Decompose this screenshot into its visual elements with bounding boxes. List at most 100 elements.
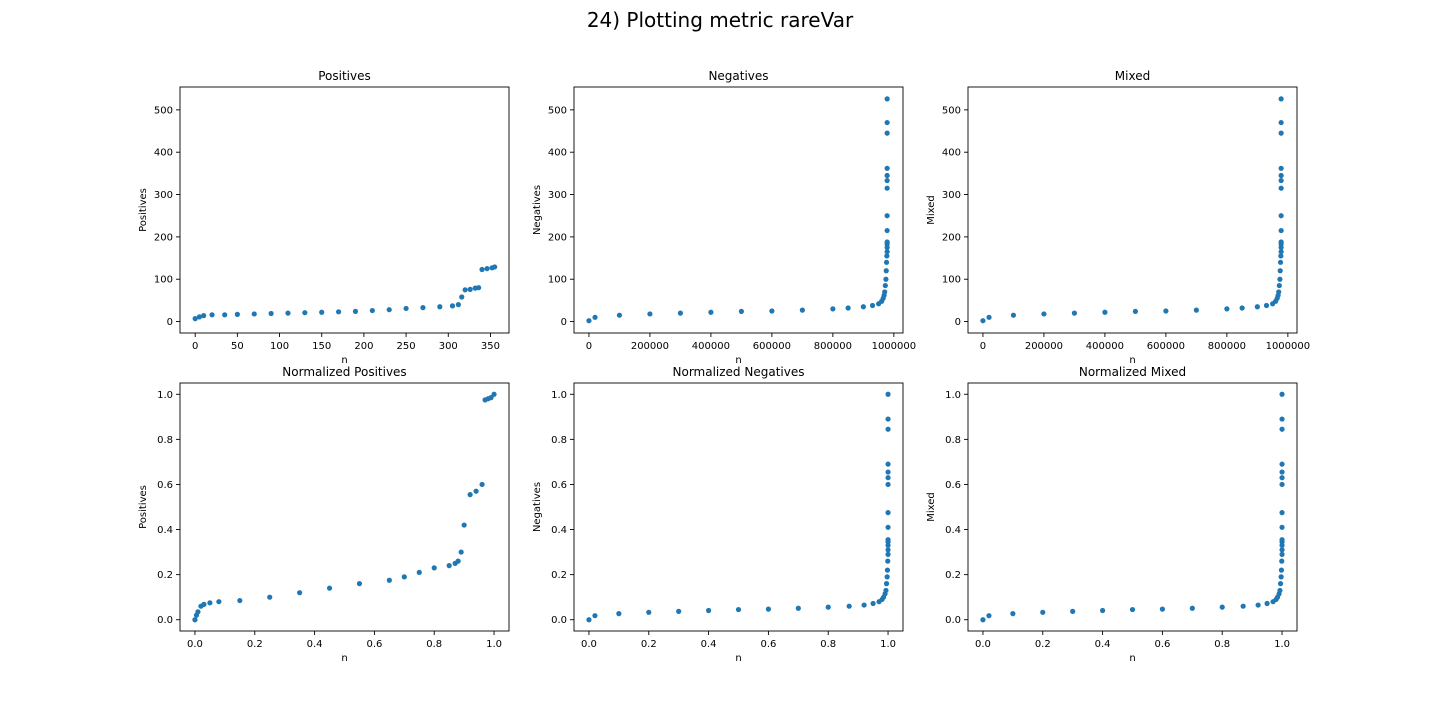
data-point [986, 613, 992, 619]
x-tick-label: 0.0 [581, 639, 597, 650]
data-point [1279, 461, 1285, 467]
subplot-1: 0 50 100 150 200 250 300 350 0 100 200 300 400 500 Pos… [138, 69, 510, 366]
y-axis-label: Negatives [532, 185, 543, 235]
data-point [860, 304, 866, 310]
data-point [1278, 227, 1284, 234]
x-tick-label: 0.0 [975, 639, 991, 650]
data-point [420, 305, 426, 311]
data-point [708, 309, 714, 315]
x-tick-label: 0.8 [1214, 639, 1230, 650]
data-point [1278, 249, 1284, 255]
data-point [491, 391, 497, 397]
data-point [237, 597, 243, 604]
data-point [476, 285, 482, 291]
data-point [646, 609, 652, 615]
data-point [885, 475, 891, 481]
data-point [677, 310, 684, 316]
y-tick-label: 0.2 [551, 570, 567, 581]
x-tick-label: 0.2 [1035, 639, 1051, 650]
data-point [192, 617, 198, 623]
data-point [1278, 567, 1285, 573]
data-point [846, 603, 852, 609]
data-point [647, 311, 653, 317]
data-point [1070, 608, 1076, 614]
data-point [192, 316, 198, 322]
data-point [234, 311, 240, 317]
x-tick-label: 600000 [1147, 341, 1185, 352]
y-tick-label: 100 [154, 275, 173, 286]
data-point [884, 213, 890, 219]
data-point [884, 567, 891, 573]
data-point [201, 601, 207, 608]
data-point [285, 310, 291, 316]
y-tick-label: 400 [942, 148, 961, 159]
data-point [207, 600, 213, 606]
y-tick-label: 200 [548, 232, 567, 243]
x-tick-label: 0.8 [426, 639, 442, 650]
y-tick-label: 500 [942, 105, 961, 116]
data-point [885, 461, 891, 467]
y-tick-label: 0.8 [157, 435, 173, 446]
data-point [401, 574, 407, 580]
data-point [885, 391, 891, 397]
x-tick-label: 0 [192, 341, 198, 352]
data-point [1279, 510, 1285, 516]
x-axis-label: n [735, 653, 741, 664]
data-point [1278, 185, 1284, 191]
data-point [446, 563, 452, 569]
data-point [825, 604, 831, 610]
data-point [884, 227, 890, 234]
y-axis-label: Mixed [926, 195, 937, 225]
data-point [449, 303, 456, 309]
scatter-points [192, 264, 498, 322]
x-tick-label: 0.4 [701, 639, 717, 650]
data-point [1276, 282, 1282, 289]
data-point [267, 594, 273, 600]
y-tick-label: 0.0 [157, 615, 173, 626]
x-axis-label: n [1129, 355, 1135, 366]
subplot-title: Mixed [1115, 69, 1150, 83]
data-point [592, 613, 598, 619]
data-point [335, 309, 342, 315]
x-tick-label: 50 [231, 341, 244, 352]
data-point [484, 266, 490, 272]
data-point [386, 307, 392, 313]
data-point [1239, 305, 1245, 311]
data-point [884, 574, 890, 580]
x-tick-label: 1000000 [872, 341, 917, 352]
data-point [195, 609, 201, 615]
data-point [830, 306, 836, 312]
data-point [479, 481, 485, 488]
x-tick-label: 0.0 [187, 639, 203, 650]
y-axis-label: Mixed [926, 492, 937, 522]
data-point [352, 308, 359, 315]
data-point [473, 488, 479, 494]
axes-frame [967, 382, 1298, 632]
data-point [980, 318, 986, 324]
data-point [861, 602, 867, 608]
data-point [1278, 130, 1284, 136]
subplot-4: 0.0 0.2 0.4 0.6 0.8 1.0 0.0 0.2 0.4 0.6 0.8 1.0 Norm… [138, 365, 510, 664]
subplot-title: Normalized Mixed [1079, 365, 1186, 379]
data-point [1189, 605, 1195, 611]
y-tick-label: 0.4 [157, 525, 173, 536]
data-point [676, 608, 682, 614]
subplot-title: Positives [318, 69, 371, 83]
y-tick-label: 0.6 [157, 480, 173, 491]
x-tick-label: 300 [439, 341, 458, 352]
data-point [369, 307, 375, 314]
data-point [1264, 600, 1270, 607]
data-point [884, 119, 890, 126]
data-point [1278, 239, 1284, 245]
x-tick-label: 0.2 [641, 639, 657, 650]
x-tick-label: 0.6 [366, 639, 382, 650]
data-point [1279, 551, 1285, 557]
subplot-2: 0 200000 400000 600000 800000 1000000 0 100 200 3… [532, 69, 916, 366]
data-point [1132, 308, 1138, 315]
y-tick-label: 300 [942, 190, 961, 201]
data-point [1099, 607, 1106, 614]
x-axis-label: n [1129, 653, 1135, 664]
data-point [884, 165, 890, 171]
y-tick-label: 0 [167, 317, 173, 328]
